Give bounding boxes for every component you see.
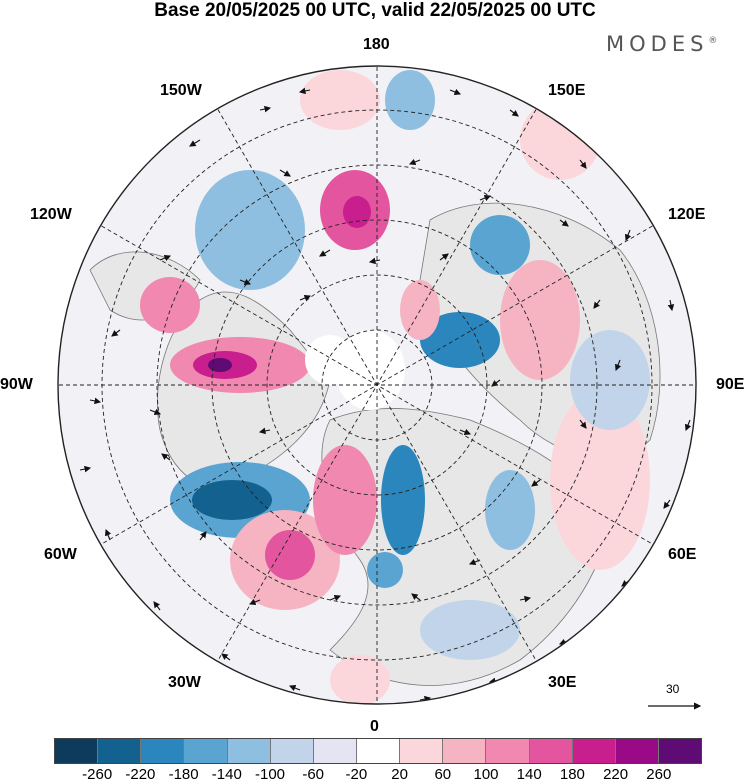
colorbar-tick-label: 220 <box>603 766 629 783</box>
colorbar-tick-label: -180 <box>168 766 199 783</box>
colorbar-swatch <box>658 739 702 763</box>
colorbar-swatch <box>443 739 487 763</box>
colorbar-tick-label: -60 <box>302 766 325 783</box>
vector-scale-label: 30 <box>666 682 680 696</box>
colorbar-swatch <box>572 739 616 763</box>
colorbar-swatch <box>141 739 185 763</box>
brand-name: MODES <box>606 32 709 56</box>
map-field <box>58 66 696 704</box>
graticule <box>58 66 696 704</box>
lon-label-150e: 150E <box>548 82 586 99</box>
lon-label-30e: 30E <box>548 674 577 691</box>
lon-label-90e: 90E <box>716 376 745 393</box>
lon-label-120w: 120W <box>30 206 72 223</box>
colorbar-tick-label: 20 <box>391 766 408 783</box>
colorbar-swatch <box>486 739 530 763</box>
modes-logo: MODES® <box>606 32 717 56</box>
colorbar <box>54 738 702 764</box>
colorbar-tick-label: 60 <box>434 766 452 783</box>
colorbar-swatch <box>227 739 271 763</box>
colorbar-tick-label: 140 <box>516 766 542 783</box>
colorbar-swatch <box>356 739 401 763</box>
registered-mark: ® <box>708 36 718 46</box>
map-boundary <box>57 65 697 705</box>
lon-label-150w: 150W <box>160 82 202 99</box>
colorbar-swatch <box>55 739 99 763</box>
colorbar-tick-label: -260 <box>82 766 113 783</box>
colorbar-tick-label: -100 <box>254 766 286 783</box>
lon-label-120e: 120E <box>668 206 706 223</box>
colorbar-swatch <box>615 739 659 763</box>
lon-label-60e: 60E <box>668 546 697 563</box>
map-title: Base 20/05/2025 00 UTC, valid 22/05/2025… <box>154 0 596 21</box>
wind-vectors <box>79 87 692 703</box>
lon-label-60w: 60W <box>44 546 77 563</box>
colorbar-tick-label: 180 <box>559 766 585 783</box>
lon-label-30w: 30W <box>168 674 201 691</box>
lon-label-180: 180 <box>363 36 390 53</box>
colorbar-tick-label: -220 <box>125 766 156 783</box>
colorbar-swatch <box>313 739 357 763</box>
lon-label-0: 0 <box>370 718 379 735</box>
colorbar-swatch <box>184 739 228 763</box>
colorbar-tick-label: -20 <box>345 766 368 783</box>
colorbar-swatch <box>529 739 573 763</box>
lon-label-90w: 90W <box>0 376 33 393</box>
colorbar-swatch <box>270 739 314 763</box>
colorbar-tick-label: 100 <box>473 766 499 783</box>
colorbar-tick-label: -140 <box>211 766 242 783</box>
colorbar-swatch <box>98 739 142 763</box>
anomaly-patches <box>140 70 650 704</box>
colorbar-tick-label: 260 <box>646 766 672 783</box>
colorbar-swatch <box>400 739 444 763</box>
